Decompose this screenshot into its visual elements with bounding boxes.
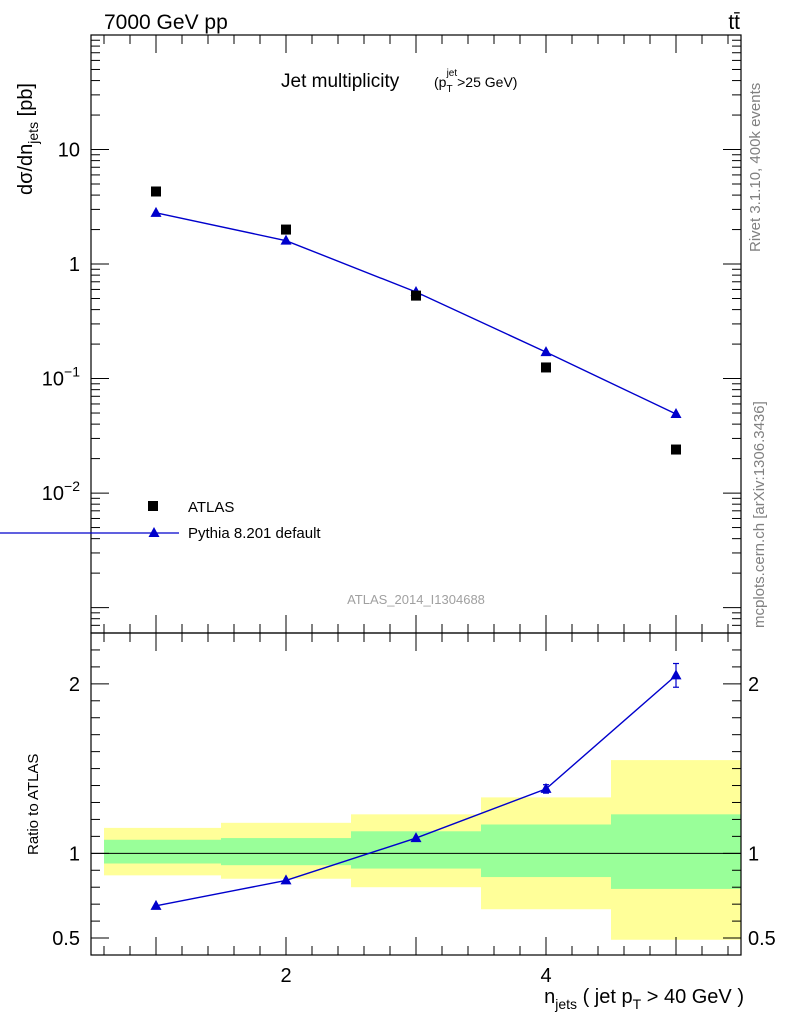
rivet-label: Rivet 3.1.10, 400k events (747, 83, 764, 252)
ratio-ytick-label-left: 1 (69, 843, 80, 865)
ratio-ylabel: Ratio to ATLAS (25, 754, 42, 855)
ratio-ytick-label-right: 1 (748, 843, 759, 865)
main-title-text: Jet multiplicity (281, 71, 400, 92)
ratio-point (410, 832, 422, 843)
ratio-ytick-label-left: 0.5 (52, 928, 80, 950)
atlas-point (411, 290, 421, 301)
main-data (150, 186, 682, 455)
legend-pythia-label: Pythia 8.201 default (188, 525, 321, 542)
x-axis-label: njets ( jet pT > 40 GeV ) (544, 986, 744, 1012)
xtick-label: 2 (280, 965, 291, 987)
ratio-ticks: 2 4 0.5 0.5 1 1 2 2 (52, 35, 776, 987)
legend-pythia-marker (148, 527, 160, 537)
pythia-point (150, 206, 162, 217)
ratio-ytick-label-right: 2 (748, 674, 759, 696)
header-right: tt̄ (728, 11, 740, 34)
band-green (221, 838, 351, 866)
main-title: Jet multiplicity (pTjet>25 GeV) (281, 68, 517, 95)
main-ticks: 10 1 10−1 10−2 (42, 34, 741, 634)
main-ylabel: dσ/dnjets [pb] (15, 83, 41, 195)
pythia-point (540, 346, 552, 357)
svg-text:dσ/dnjets [pb]: dσ/dnjets [pb] (15, 83, 41, 195)
main-ytick-label: 10 (58, 140, 80, 162)
legend: ATLAS Pythia 8.201 default (0, 499, 321, 542)
band-green (481, 824, 611, 878)
band-green (611, 814, 741, 889)
ratio-ytick-label-right: 0.5 (748, 928, 776, 950)
ratio-data (150, 662, 682, 910)
ratio-frame (90, 632, 742, 956)
legend-atlas-marker (148, 501, 158, 511)
xtick-label: 4 (540, 965, 551, 987)
atlas-point (151, 186, 161, 197)
ratio-ytick-label-left: 2 (69, 674, 80, 696)
main-ytick-label: 1 (69, 254, 80, 276)
pythia-point (280, 234, 292, 245)
ratio-point (540, 782, 552, 793)
legend-atlas-label: ATLAS (188, 499, 234, 516)
main-title-sub: (pTjet>25 GeV) (434, 68, 517, 95)
mcplots-label: mcplots.cern.ch [arXiv:1306.3436] (751, 401, 768, 628)
atlas-point (281, 224, 291, 235)
main-ytick-label: 10−1 (42, 364, 80, 391)
atlas-point (671, 444, 681, 455)
svg-text:Jet multiplicity: Jet multiplicity (281, 71, 400, 92)
main-frame (90, 34, 742, 634)
main-ytick-label: 10−2 (42, 478, 80, 505)
ratio-point (150, 899, 162, 910)
atlas-point (541, 362, 551, 373)
ratio-point (670, 669, 682, 680)
band-green (104, 839, 221, 864)
pythia-point (670, 408, 682, 419)
ratio-point (280, 874, 292, 885)
ratio-bands (91, 760, 741, 940)
pythia-line (155, 212, 677, 415)
header-left: 7000 GeV pp (104, 11, 228, 34)
analysis-id: ATLAS_2014_I1304688 (347, 592, 485, 607)
